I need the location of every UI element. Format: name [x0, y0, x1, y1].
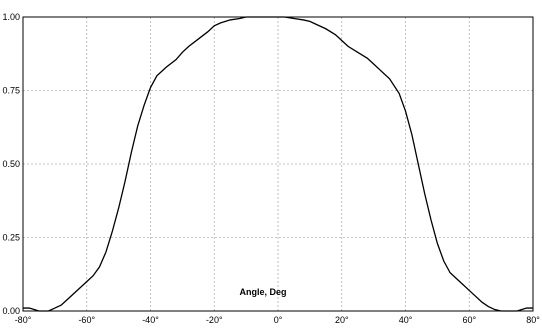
tick-labels: -80° -60° -40° -20° 0° 20° 40° 60° 80° 0.00 0.25 0.…: [2, 12, 540, 325]
y-tick-label: 1.00: [2, 12, 20, 22]
y-tick-label: 0.75: [2, 86, 20, 96]
x-axis-label: Angle, Deg: [239, 287, 286, 297]
series-line: [23, 16, 533, 312]
x-tick-label: 0°: [274, 315, 283, 325]
x-tick-label: 40°: [399, 315, 413, 325]
x-tick-label: -20°: [206, 315, 223, 325]
grid-lines: [23, 17, 533, 311]
x-tick-label: -40°: [142, 315, 159, 325]
x-tick-label: 80°: [526, 315, 540, 325]
x-tick-label: 60°: [462, 315, 476, 325]
x-tick-label: -80°: [15, 315, 32, 325]
y-tick-label: 0.50: [2, 159, 20, 169]
y-tick-label: 0.00: [2, 306, 20, 316]
y-tick-label: 0.25: [2, 233, 20, 243]
x-tick-label: 20°: [335, 315, 349, 325]
x-tick-label: -60°: [78, 315, 95, 325]
